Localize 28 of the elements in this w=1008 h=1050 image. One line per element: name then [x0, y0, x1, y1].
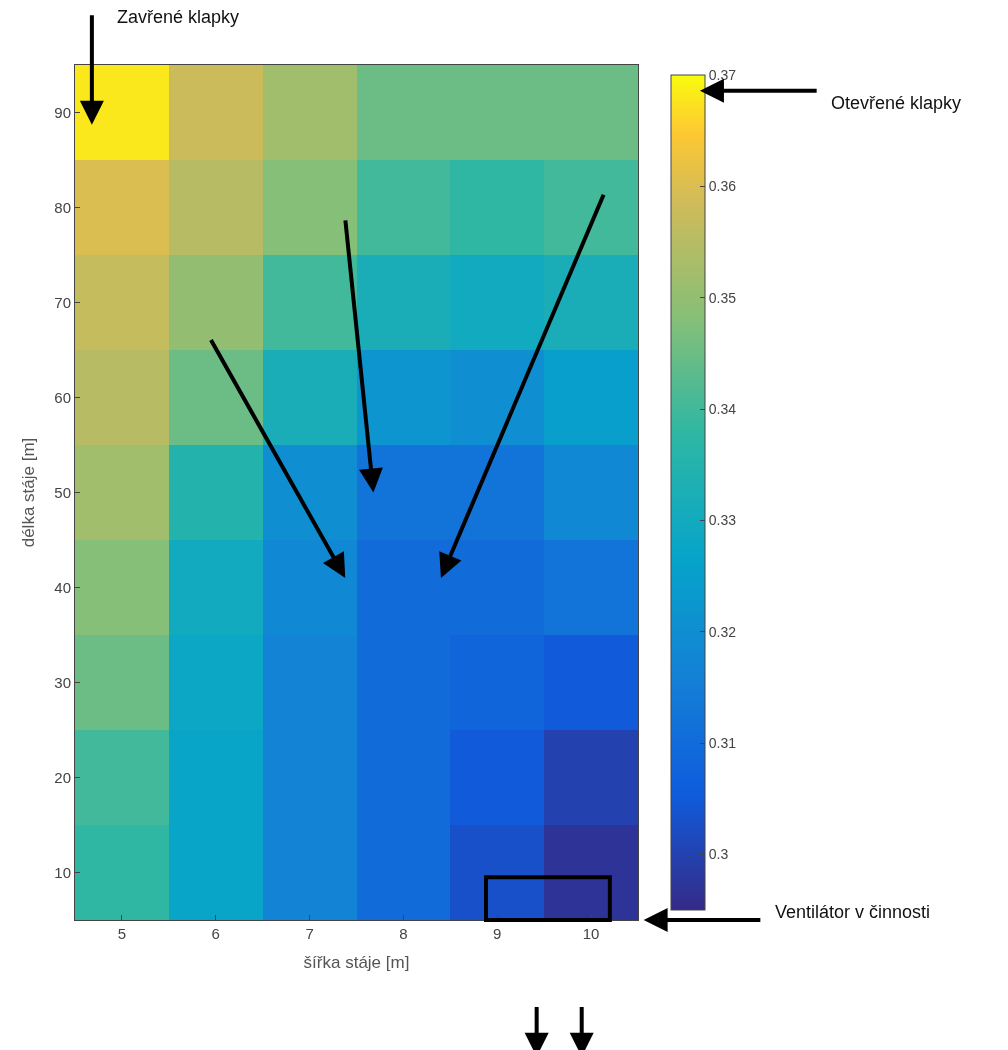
color-bar-label: 0.35 — [708, 289, 737, 306]
color-bar-label: 0.36 — [708, 178, 737, 195]
x-tick-label: 6 — [211, 925, 220, 942]
color-bar-label: 0.32 — [708, 623, 737, 640]
x-axis-title: šířka stáje [m] — [303, 953, 410, 973]
y-tick-label: 20 — [54, 768, 71, 786]
y-tick-label: 30 — [54, 673, 71, 691]
color-bar-label: 0.34 — [708, 400, 737, 417]
x-tick-label: 5 — [117, 925, 127, 942]
y-tick-label: 90 — [54, 103, 71, 121]
color-bar-label: 0.33 — [708, 512, 737, 529]
y-axis-title: délka stáje [m] — [18, 437, 38, 548]
y-tick-label: 80 — [54, 198, 71, 216]
y-tick-label: 60 — [54, 388, 71, 406]
color-bar-label: 0.37 — [708, 66, 737, 83]
color-bar-label: 0.3 — [708, 846, 729, 863]
x-tick-label: 9 — [493, 925, 502, 942]
color-bar-label: 0.31 — [708, 734, 737, 751]
text: Ventilátor v činnosti — [775, 902, 931, 922]
y-tick-label: 70 — [54, 293, 71, 311]
x-tick-label: 7 — [305, 925, 314, 942]
x-tick-label: 10 — [582, 925, 600, 942]
y-tick-label: 40 — [54, 578, 71, 596]
x-tick-label: 8 — [399, 925, 408, 942]
y-tick-label: 50 — [54, 483, 71, 501]
text: Zavřené klapky — [117, 7, 240, 27]
y-tick-label: 10 — [54, 863, 71, 881]
text: Otevřené klapky — [831, 93, 962, 113]
